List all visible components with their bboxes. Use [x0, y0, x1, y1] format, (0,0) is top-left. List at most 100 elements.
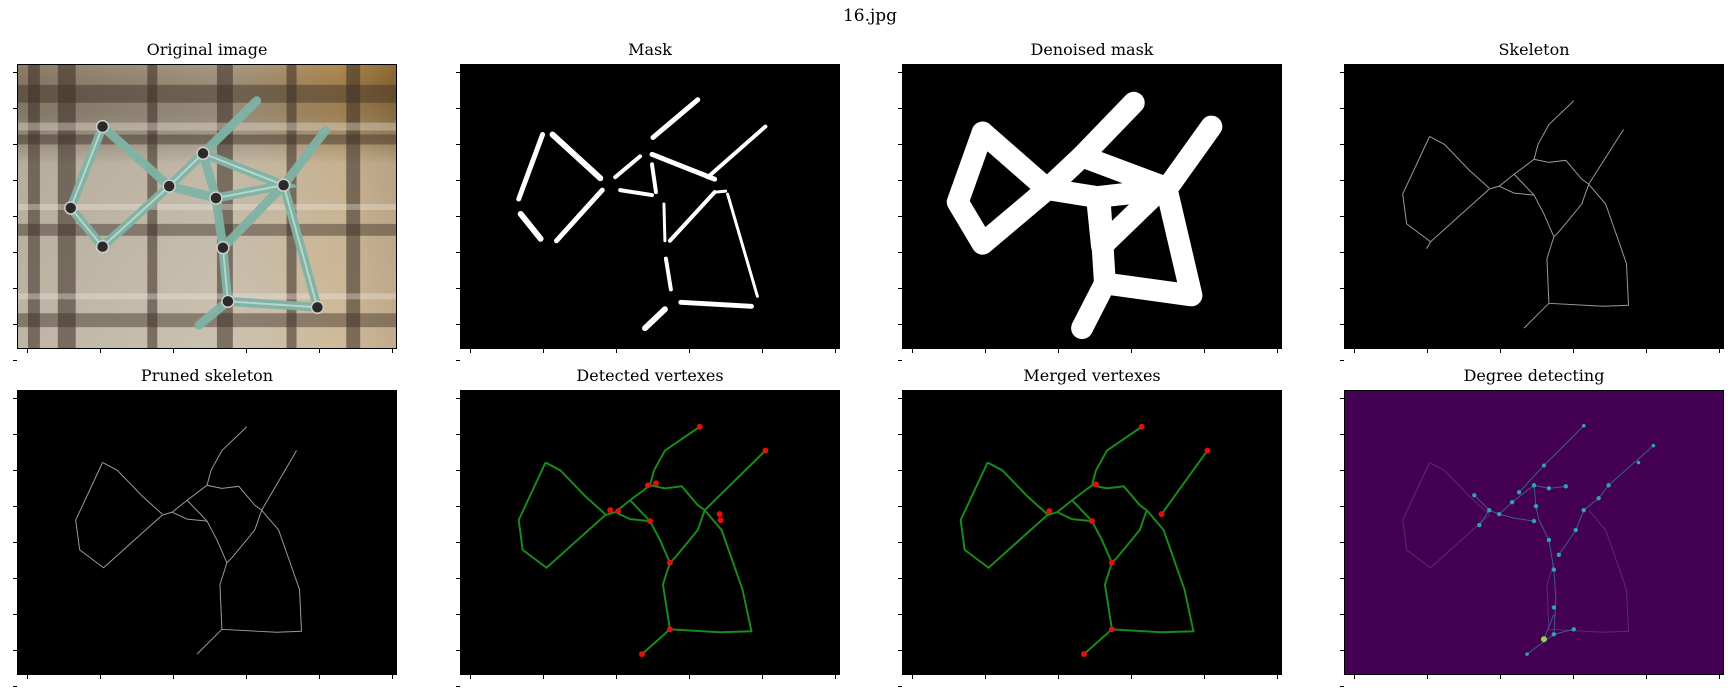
- x-tick: [1354, 349, 1355, 353]
- y-tick: [1340, 144, 1344, 145]
- y-tick: [898, 614, 902, 615]
- y-tick: [456, 180, 460, 181]
- y-tick: [1340, 180, 1344, 181]
- y-tick: [1340, 216, 1344, 217]
- y-tick: [1340, 506, 1344, 507]
- y-tick: [898, 324, 902, 325]
- y-tick: [898, 650, 902, 651]
- y-tick: [1340, 470, 1344, 471]
- y-tick: [13, 650, 17, 651]
- denoised-mask-picture: [903, 65, 1281, 348]
- x-tick: [100, 349, 101, 353]
- y-tick: [456, 288, 460, 289]
- x-tick: [762, 675, 763, 679]
- y-tick: [456, 470, 460, 471]
- skeleton-picture: [1345, 65, 1723, 348]
- detected-vertexes-picture: [461, 391, 839, 674]
- x-tick: [616, 675, 617, 679]
- x-tick: [543, 675, 544, 679]
- y-tick: [1340, 252, 1344, 253]
- y-tick: [898, 506, 902, 507]
- y-tick: [456, 324, 460, 325]
- y-tick: [898, 398, 902, 399]
- degree-detecting-picture: [1345, 391, 1723, 674]
- y-tick: [456, 578, 460, 579]
- y-tick: [13, 324, 17, 325]
- y-tick: [13, 398, 17, 399]
- y-tick: [13, 614, 17, 615]
- y-tick: [13, 252, 17, 253]
- x-tick: [173, 349, 174, 353]
- y-tick: [898, 108, 902, 109]
- y-tick: [898, 542, 902, 543]
- x-tick: [1573, 675, 1574, 679]
- pruned-skeleton-picture: [18, 391, 396, 674]
- y-tick: [898, 180, 902, 181]
- figure-title: 16.jpg: [842, 6, 898, 26]
- panel-pruned-skeleton: [17, 390, 397, 675]
- y-tick: [1340, 578, 1344, 579]
- x-tick: [1427, 675, 1428, 679]
- x-tick: [246, 349, 247, 353]
- y-tick: [1340, 108, 1344, 109]
- panel-detected-vertexes: [460, 390, 840, 675]
- panel-title-mask: Mask: [628, 40, 672, 59]
- panel-title-detected: Detected vertexes: [576, 366, 724, 385]
- y-tick: [456, 108, 460, 109]
- x-tick: [689, 675, 690, 679]
- y-tick: [456, 360, 460, 361]
- x-tick: [319, 349, 320, 353]
- y-tick: [456, 72, 460, 73]
- x-tick: [912, 675, 913, 679]
- y-tick: [898, 434, 902, 435]
- y-tick: [13, 216, 17, 217]
- y-tick: [13, 108, 17, 109]
- y-tick: [1340, 288, 1344, 289]
- panel-original-image: [17, 64, 397, 349]
- y-tick: [1340, 542, 1344, 543]
- x-tick: [392, 675, 393, 679]
- y-tick: [898, 578, 902, 579]
- y-tick: [13, 360, 17, 361]
- y-tick: [456, 650, 460, 651]
- y-tick: [456, 398, 460, 399]
- y-tick: [1340, 434, 1344, 435]
- x-tick: [1500, 349, 1501, 353]
- y-tick: [13, 434, 17, 435]
- y-tick: [13, 686, 17, 687]
- y-tick: [1340, 324, 1344, 325]
- x-tick: [1277, 675, 1278, 679]
- panel-title-degree: Degree detecting: [1463, 366, 1605, 385]
- panel-mask: [460, 64, 840, 349]
- y-tick: [898, 216, 902, 217]
- y-tick: [898, 686, 902, 687]
- y-tick: [13, 288, 17, 289]
- x-tick: [100, 675, 101, 679]
- panel-title-pruned: Pruned skeleton: [140, 366, 274, 385]
- x-tick: [27, 675, 28, 679]
- panel-degree-detecting: [1344, 390, 1724, 675]
- x-tick: [319, 675, 320, 679]
- x-tick: [1354, 675, 1355, 679]
- mask-picture: [461, 65, 839, 348]
- merged-vertexes-picture: [903, 391, 1281, 674]
- y-tick: [13, 144, 17, 145]
- x-tick: [835, 675, 836, 679]
- y-tick: [898, 470, 902, 471]
- y-tick: [1340, 686, 1344, 687]
- x-tick: [1131, 675, 1132, 679]
- x-tick: [1646, 349, 1647, 353]
- panel-title-denoised: Denoised mask: [1030, 40, 1154, 59]
- y-tick: [13, 72, 17, 73]
- x-tick: [27, 349, 28, 353]
- x-tick: [543, 349, 544, 353]
- y-tick: [13, 470, 17, 471]
- y-tick: [898, 288, 902, 289]
- y-tick: [1340, 360, 1344, 361]
- x-tick: [173, 675, 174, 679]
- x-tick: [470, 349, 471, 353]
- x-tick: [985, 675, 986, 679]
- x-tick: [1204, 675, 1205, 679]
- x-tick: [470, 675, 471, 679]
- y-tick: [456, 686, 460, 687]
